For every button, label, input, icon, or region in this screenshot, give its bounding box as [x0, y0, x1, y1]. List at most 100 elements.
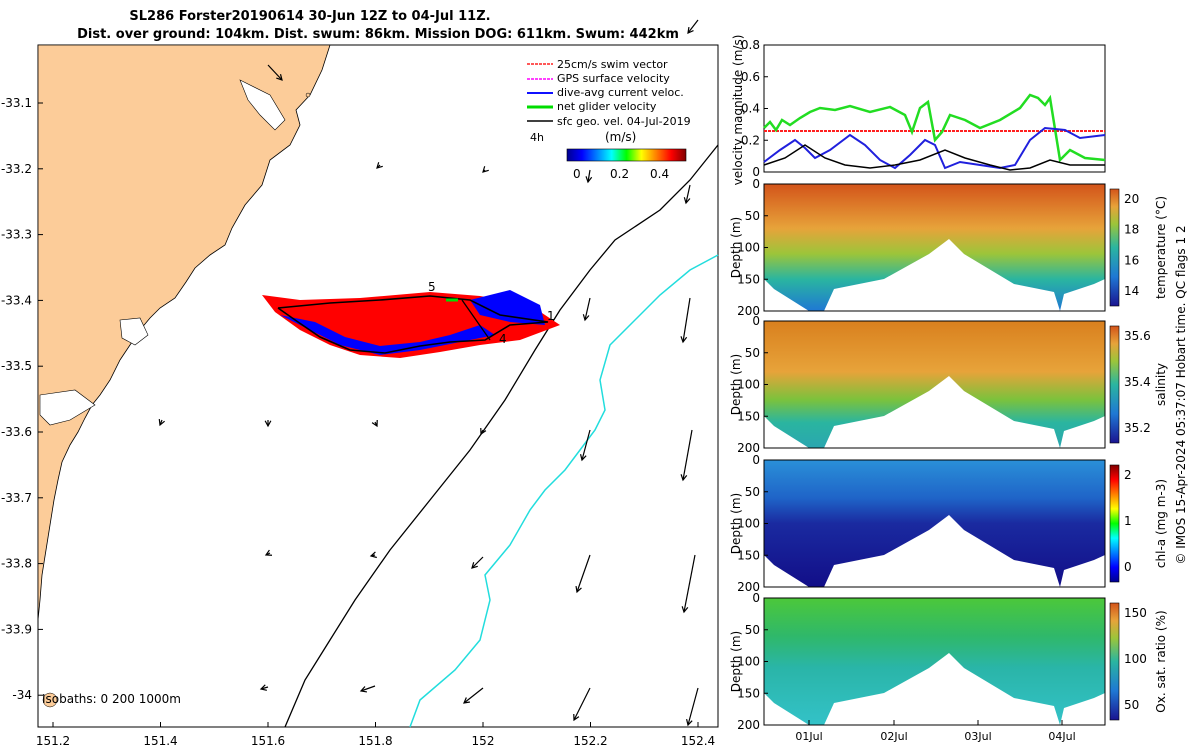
section-colorbar	[1109, 464, 1120, 583]
colorbar-tick-label: 150	[1124, 606, 1147, 620]
colorbar-tick-label: 18	[1124, 223, 1139, 237]
depth-tick-label: 50	[745, 346, 760, 360]
colorbar-label: salinity	[1154, 363, 1168, 406]
lon-tick-label: 151.4	[143, 734, 177, 748]
net-velocity-line	[763, 93, 1106, 163]
legend-label: 25cm/s swim vector	[557, 58, 668, 71]
velocity-arrow	[587, 169, 591, 183]
depth-tick-label: 100	[737, 378, 760, 392]
depth-tick-label: 100	[737, 655, 760, 669]
estuary	[119, 317, 149, 346]
lat-tick-label: -33.7	[1, 491, 32, 505]
velocity-arrow-head	[264, 549, 273, 556]
lat-tick-label: -33.2	[1, 162, 32, 176]
velocity-arrow-head	[575, 585, 582, 594]
footer-credit: © IMOS 15-Apr-2024 05:37:07 Hobart time.…	[1174, 225, 1188, 564]
colorbar-label: temperature (°C)	[1154, 196, 1168, 299]
colorbar-tick-label: 1	[1124, 514, 1132, 528]
colorbar-tick-label: 14	[1124, 284, 1139, 298]
lat-tick-label: -33.1	[1, 96, 32, 110]
lat-tick-label: -33.4	[1, 293, 32, 307]
latitude-ticks: -33.1 -33.2 -33.3 -33.4 -33.5 -33.6 -33.7 -33.8…	[1, 96, 43, 702]
depth-tick-label: 200	[737, 304, 760, 318]
isobath-200m	[284, 144, 719, 728]
section-colorbar	[1109, 325, 1120, 444]
current-vectors	[280, 290, 545, 355]
colorbar-tick: 0.2	[610, 167, 629, 181]
current-velocity-line	[763, 126, 1106, 170]
colorbar-title: (m/s)	[605, 130, 636, 144]
section-colorbar	[1109, 602, 1120, 721]
velocity-arrow	[687, 687, 699, 726]
time-tick-label: 04Jul	[1048, 730, 1075, 743]
velocity-arrow	[267, 64, 283, 81]
vel-tick-label: 0.2	[741, 133, 760, 147]
colorbar-tick-label: 20	[1124, 192, 1139, 206]
geostrophic-velocity-arrows	[158, 19, 699, 727]
colorbar-tick-label: 35.2	[1124, 421, 1151, 435]
velocity-arrow-head	[463, 697, 471, 704]
lat-tick-label: -33.9	[1, 622, 32, 636]
lon-tick-label: 152.4	[681, 734, 715, 748]
lon-tick-label: 151.6	[251, 734, 285, 748]
map-panel: 1 4 5 25cm/s swim vector GPS surface vel…	[1, 19, 719, 748]
colorbar-tick-label: 2	[1124, 468, 1132, 482]
section-data-field	[764, 184, 1105, 311]
depth-tick-label: 150	[737, 548, 760, 562]
lon-tick-label: 152	[472, 734, 495, 748]
velocity-arrow-head	[359, 686, 368, 693]
velocity-arrow	[573, 687, 591, 721]
legend-label: dive-avg current veloc.	[557, 86, 684, 99]
depth-tick-label: 200	[737, 441, 760, 455]
velocity-arrow-head	[585, 176, 593, 184]
section-colorbar	[1109, 188, 1120, 307]
depth-axis-label: Depth (m)	[729, 631, 743, 692]
depth-tick-label: 100	[737, 241, 760, 255]
time-label: 4h	[530, 131, 544, 144]
depth-tick-label: 0	[752, 453, 760, 467]
colorbar-tick: 0.4	[650, 167, 669, 181]
depth-axis-label: Depth (m)	[729, 354, 743, 415]
velocity-arrow-head	[579, 454, 587, 462]
velocity-arrow-head	[482, 166, 489, 173]
island	[42, 692, 58, 708]
waypoint-label: 4	[499, 332, 507, 346]
velocity-arrow-head	[480, 427, 487, 436]
velocity-arrow-head	[259, 684, 267, 691]
waypoint-label: 5	[428, 280, 436, 294]
velocity-frame	[763, 44, 1106, 173]
vel-tick-label: 0.6	[741, 70, 760, 84]
depth-tick-label: 200	[737, 580, 760, 594]
glider-path	[277, 295, 549, 354]
vel-tick-label: 0	[752, 165, 760, 179]
lat-tick-label: -33.3	[1, 228, 32, 242]
map-legend: 25cm/s swim vector GPS surface velocity …	[527, 58, 691, 181]
velocity-arrow	[682, 297, 691, 343]
depth-tick-label: 0	[752, 591, 760, 605]
speed-colorbar	[566, 148, 687, 162]
lat-tick-label: -33.6	[1, 425, 32, 439]
time-axis: 01Jul 02Jul 03Jul 04Jul	[795, 720, 1076, 743]
depth-tick-label: 150	[737, 686, 760, 700]
velocity-arrow-head	[687, 26, 694, 34]
vel-tick-label: 0.8	[741, 38, 760, 52]
velocity-arrow-head	[264, 420, 272, 428]
depth-tick-label: 50	[745, 623, 760, 637]
depth-axis-label: Depth (m)	[729, 493, 743, 554]
velocity-arrow	[687, 19, 699, 34]
velocity-ylabel: velocity magnitude (m/s)	[731, 35, 745, 186]
colorbar-tick-label: 35.6	[1124, 329, 1151, 343]
lat-tick-label: -33.8	[1, 557, 32, 571]
velocity-arrow-head	[276, 74, 283, 81]
colorbar-tick-label: 16	[1124, 253, 1139, 267]
depth-tick-label: 100	[737, 517, 760, 531]
velocity-arrow	[581, 429, 591, 461]
velocity-arrow-head	[686, 719, 693, 727]
map-title-line2: Dist. over ground: 104km. Dist. swum: 86…	[77, 27, 679, 42]
estuary	[239, 79, 286, 131]
coastline-land	[37, 44, 331, 621]
estuary	[39, 389, 96, 426]
waypoint-label: 1	[547, 309, 555, 323]
colorbar-tick-label: 100	[1124, 652, 1147, 666]
